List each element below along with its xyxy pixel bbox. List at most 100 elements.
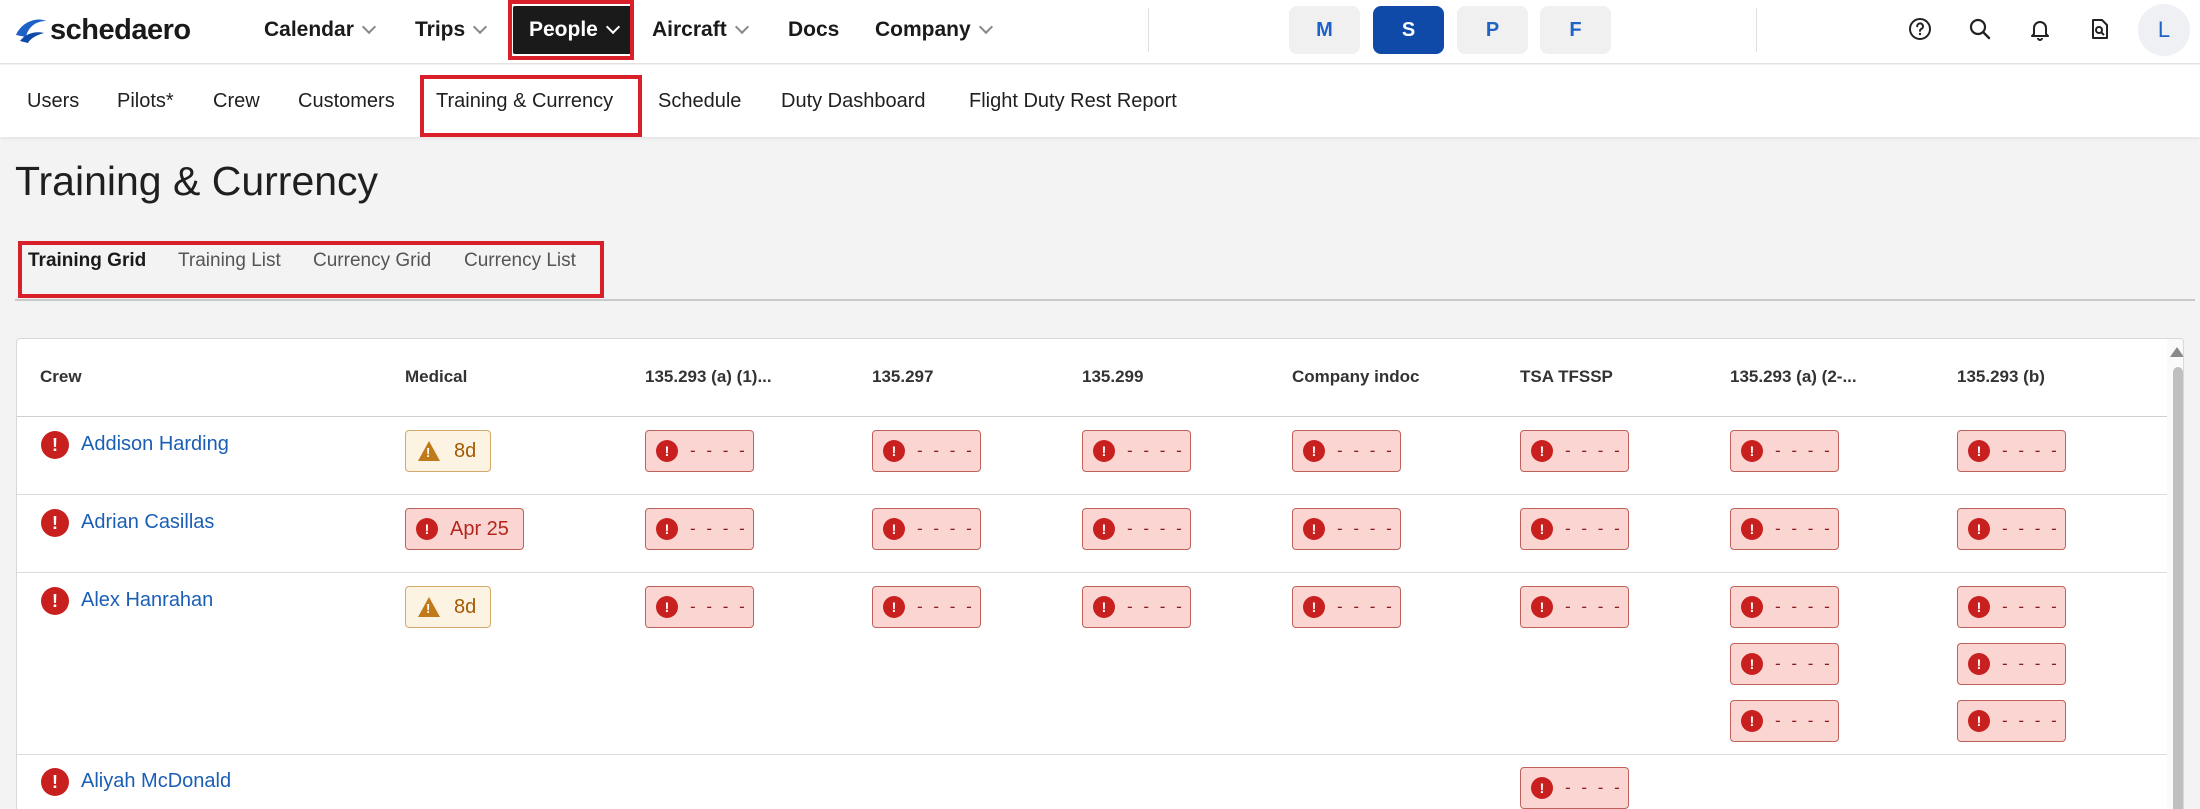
medical-badge[interactable]: 8d bbox=[405, 586, 492, 628]
currency-badge[interactable]: ! - - - - bbox=[1520, 586, 1629, 628]
crew-name-link[interactable]: Adrian Casillas bbox=[81, 511, 215, 533]
empty-value: - - - - bbox=[2002, 519, 2060, 538]
bell-icon[interactable] bbox=[2025, 14, 2055, 44]
nav-company[interactable]: Company bbox=[875, 0, 993, 60]
col-header-company-indoc[interactable]: Company indoc bbox=[1292, 367, 1420, 386]
mode-pill-f[interactable]: F bbox=[1540, 6, 1611, 54]
document-search-icon[interactable] bbox=[2085, 14, 2115, 44]
currency-badge[interactable]: ! - - - - bbox=[1957, 430, 2066, 472]
medical-badge[interactable]: ! Apr 25 bbox=[405, 508, 524, 550]
alert-icon: ! bbox=[656, 596, 678, 618]
currency-badge[interactable]: ! - - - - bbox=[1082, 586, 1191, 628]
row-divider bbox=[17, 572, 2167, 573]
currency-badge[interactable]: ! - - - - bbox=[1082, 508, 1191, 550]
subnav-crew[interactable]: Crew bbox=[213, 89, 260, 112]
currency-badge[interactable]: ! - - - - bbox=[872, 430, 981, 472]
nav-trips[interactable]: Trips bbox=[415, 0, 488, 60]
currency-badge[interactable]: ! - - - - bbox=[645, 508, 754, 550]
medical-value: 8d bbox=[454, 439, 477, 462]
tab-training-grid[interactable]: Training Grid bbox=[28, 250, 147, 271]
mode-pill-p[interactable]: P bbox=[1457, 6, 1528, 54]
currency-badge[interactable]: ! - - - - bbox=[645, 430, 754, 472]
currency-badge[interactable]: ! - - - - bbox=[1957, 586, 2066, 628]
alert-icon: ! bbox=[656, 518, 678, 540]
tab-training-list[interactable]: Training List bbox=[178, 250, 281, 271]
currency-badge[interactable]: ! - - - - bbox=[1292, 508, 1401, 550]
currency-badge[interactable]: ! - - - - bbox=[1730, 508, 1839, 550]
schedaero-swoosh-icon bbox=[16, 19, 46, 43]
currency-badge[interactable]: ! - - - - bbox=[1292, 430, 1401, 472]
schedaero-logo[interactable]: schedaero bbox=[14, 12, 191, 48]
subnav-training-currency[interactable]: Training & Currency bbox=[436, 89, 614, 112]
col-header-135-297[interactable]: 135.297 bbox=[872, 367, 934, 386]
chevron-down-icon bbox=[361, 19, 376, 35]
col-header-crew[interactable]: Crew bbox=[40, 367, 82, 386]
tab-currency-grid[interactable]: Currency Grid bbox=[313, 250, 432, 271]
col-header-tsa-tfssp[interactable]: TSA TFSSP bbox=[1520, 367, 1613, 386]
currency-badge[interactable]: ! - - - - bbox=[1730, 586, 1839, 628]
currency-badge[interactable]: ! - - - - bbox=[1520, 430, 1629, 472]
currency-badge[interactable]: ! - - - - bbox=[1957, 508, 2066, 550]
alert-icon: ! bbox=[883, 596, 905, 618]
alert-icon: ! bbox=[1531, 440, 1553, 462]
nav-calendar[interactable]: Calendar bbox=[264, 0, 376, 60]
currency-badge[interactable]: ! - - - - bbox=[1957, 700, 2066, 742]
nav-docs[interactable]: Docs bbox=[788, 0, 839, 60]
mode-pill-s[interactable]: S bbox=[1373, 6, 1444, 54]
alert-icon: ! bbox=[883, 440, 905, 462]
empty-value: - - - - bbox=[1337, 441, 1395, 460]
nav-divider bbox=[1756, 8, 1757, 52]
scrollbar-thumb[interactable] bbox=[2173, 367, 2183, 809]
currency-badge[interactable]: ! - - - - bbox=[645, 586, 754, 628]
top-navigation-bar: schedaero Calendar Trips People Aircraft… bbox=[0, 0, 2200, 64]
col-header-135-293-a-2[interactable]: 135.293 (a) (2-... bbox=[1730, 367, 1857, 386]
currency-badge[interactable]: ! - - - - bbox=[872, 586, 981, 628]
crew-name-link[interactable]: Aliyah McDonald bbox=[81, 770, 232, 792]
currency-badge[interactable]: ! - - - - bbox=[1082, 430, 1191, 472]
currency-badge[interactable]: ! - - - - bbox=[872, 508, 981, 550]
alert-icon: ! bbox=[1741, 710, 1763, 732]
alert-icon: ! bbox=[41, 587, 69, 615]
empty-value: - - - - bbox=[1337, 519, 1395, 538]
currency-badge[interactable]: ! - - - - bbox=[1730, 643, 1839, 685]
help-icon[interactable] bbox=[1905, 14, 1935, 44]
nav-aircraft[interactable]: Aircraft bbox=[652, 0, 749, 60]
crew-name-link[interactable]: Addison Harding bbox=[81, 433, 229, 455]
alert-icon: ! bbox=[1303, 440, 1325, 462]
empty-value: - - - - bbox=[1127, 441, 1185, 460]
empty-value: - - - - bbox=[1565, 441, 1623, 460]
empty-value: - - - - bbox=[917, 519, 975, 538]
currency-badge[interactable]: ! - - - - bbox=[1520, 508, 1629, 550]
col-header-135-293-b[interactable]: 135.293 (b) bbox=[1957, 367, 2045, 386]
subnav-schedule[interactable]: Schedule bbox=[658, 89, 742, 112]
subnav-customers[interactable]: Customers bbox=[298, 89, 395, 112]
crew-name-link[interactable]: Alex Hanrahan bbox=[81, 589, 214, 611]
empty-value: - - - - bbox=[1775, 519, 1833, 538]
subnav-users[interactable]: Users bbox=[27, 89, 80, 112]
empty-value: - - - - bbox=[2002, 654, 2060, 673]
mode-pill-m[interactable]: M bbox=[1289, 6, 1360, 54]
search-icon[interactable] bbox=[1965, 14, 1995, 44]
col-header-medical[interactable]: Medical bbox=[405, 367, 468, 386]
currency-badge[interactable]: ! - - - - bbox=[1957, 643, 2066, 685]
user-avatar[interactable]: L bbox=[2138, 4, 2190, 56]
currency-badge[interactable]: ! - - - - bbox=[1730, 430, 1839, 472]
empty-value: - - - - bbox=[690, 597, 748, 616]
col-header-135-299[interactable]: 135.299 bbox=[1082, 367, 1144, 386]
empty-value: - - - - bbox=[1127, 597, 1185, 616]
alert-icon: ! bbox=[1968, 653, 1990, 675]
subnav-duty-dashboard[interactable]: Duty Dashboard bbox=[781, 89, 926, 112]
subnav-pilots[interactable]: Pilots* bbox=[117, 89, 174, 112]
currency-badge[interactable]: ! - - - - bbox=[1730, 700, 1839, 742]
currency-badge[interactable]: ! - - - - bbox=[1292, 586, 1401, 628]
alert-icon: ! bbox=[41, 768, 69, 796]
nav-people[interactable]: People bbox=[513, 6, 634, 54]
col-header-135-293-a-1[interactable]: 135.293 (a) (1)... bbox=[645, 367, 772, 386]
subnav-flight-duty-rest-report[interactable]: Flight Duty Rest Report bbox=[969, 89, 1177, 112]
tab-currency-list[interactable]: Currency List bbox=[464, 250, 576, 271]
nav-docs-label: Docs bbox=[788, 18, 840, 41]
scroll-up-arrow-icon[interactable] bbox=[2170, 347, 2183, 357]
medical-badge[interactable]: 8d bbox=[405, 430, 492, 472]
alert-icon: ! bbox=[1531, 777, 1553, 799]
currency-badge[interactable]: ! - - - - bbox=[1520, 767, 1629, 809]
